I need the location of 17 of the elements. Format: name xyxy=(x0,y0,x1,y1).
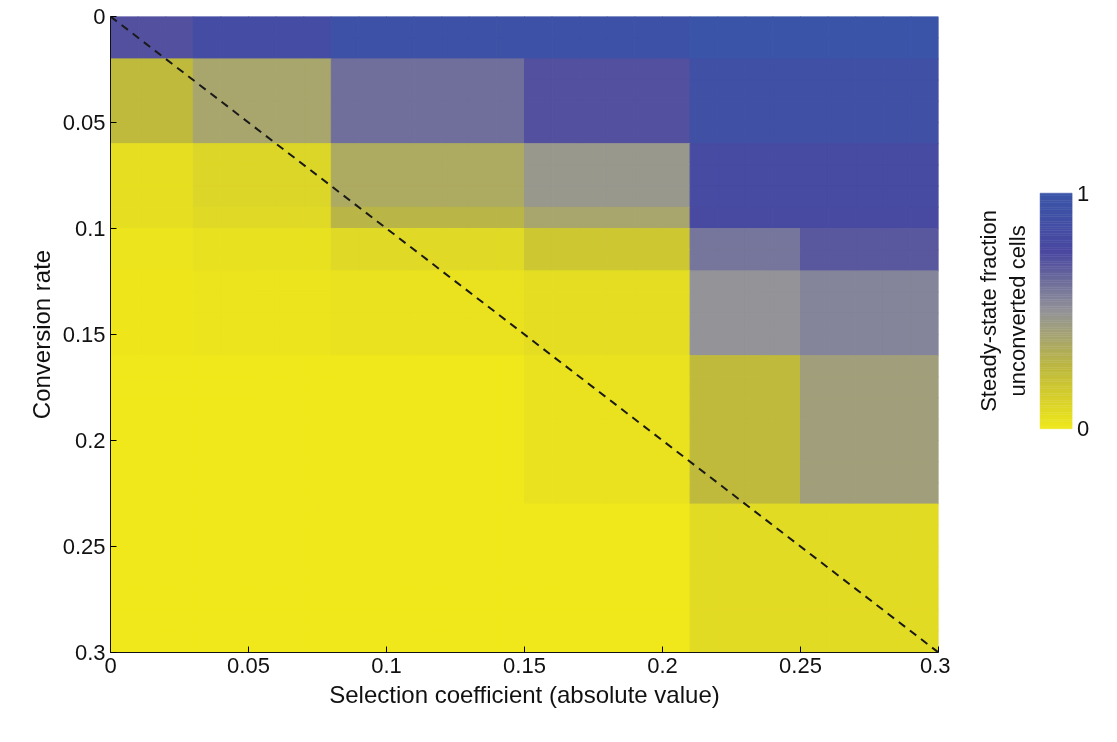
x-tick-label: 0.15 xyxy=(503,652,546,678)
y-tick-label: 0 xyxy=(93,4,106,29)
y-tick-label: 0.1 xyxy=(74,216,106,241)
color-bar-title: Steady-state fraction unconverted cells xyxy=(976,210,1031,412)
y-tick-label: 0.25 xyxy=(62,534,106,559)
x-tick-label: 0.3 xyxy=(919,652,951,678)
color-bar-label: 1 xyxy=(1076,180,1090,206)
y-axis-title: Conversion rate xyxy=(27,249,55,420)
y-tick-label: 0.05 xyxy=(62,110,106,135)
x-axis-title: Selection coefficient (absolute value) xyxy=(329,680,720,708)
x-tick-label: 0.25 xyxy=(779,652,822,678)
x-tick-label: 0.2 xyxy=(647,652,678,678)
y-tick-label: 0.2 xyxy=(74,428,106,453)
y-tick-label: 0.15 xyxy=(62,322,106,347)
x-tick-label: 0.05 xyxy=(227,652,270,678)
x-tick-label: 0.1 xyxy=(371,652,402,678)
color-bar-label: 0 xyxy=(1076,416,1090,442)
